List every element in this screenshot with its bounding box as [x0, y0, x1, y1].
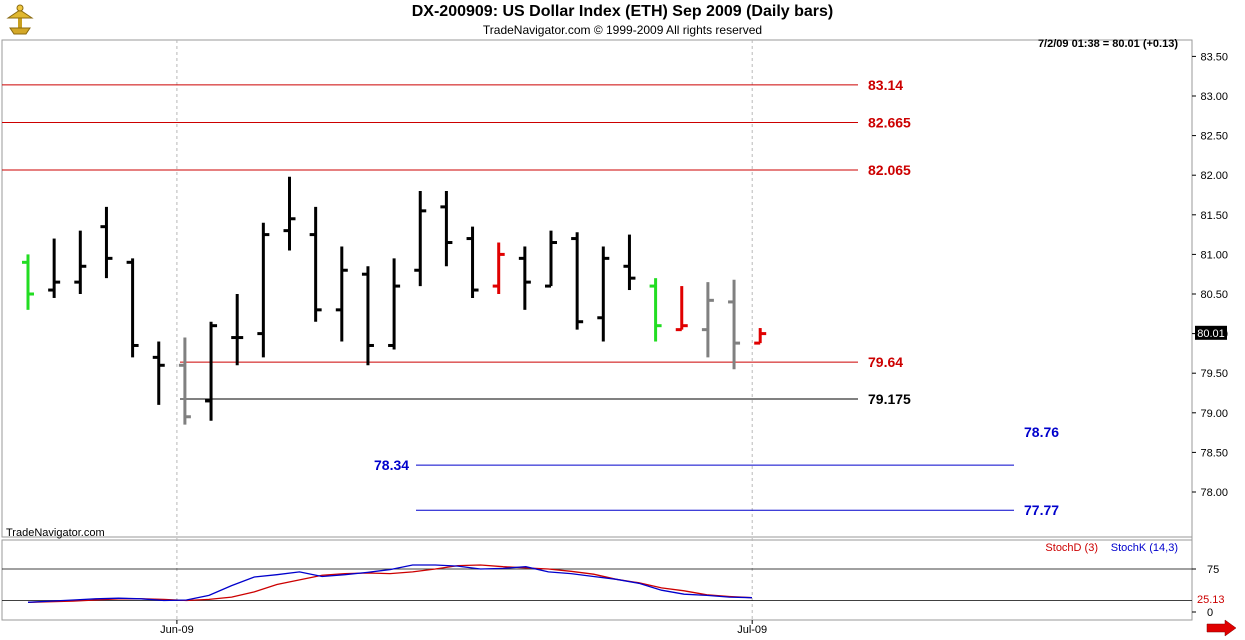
- stoch-series-line-k: [27, 564, 753, 603]
- stoch-tick-label: 0: [1207, 607, 1213, 619]
- level-label: 82.665: [868, 115, 911, 131]
- month-label: Jun-09: [160, 624, 194, 636]
- chart-subtitle: TradeNavigator.com © 1999-2009 All right…: [482, 23, 763, 37]
- price-tick-label: 81.50: [1200, 210, 1228, 222]
- level-label: 78.34: [374, 457, 409, 473]
- last-price-label: 80.01: [1197, 328, 1225, 340]
- price-tick-label: 82.50: [1200, 131, 1228, 143]
- price-tick-label: 80.50: [1200, 289, 1228, 301]
- quote-readout: 7/2/09 01:38 = 80.01 (+0.13): [1038, 38, 1178, 50]
- stochastic-panel: [1, 539, 1193, 621]
- price-tick-label: 82.00: [1200, 170, 1228, 182]
- price-tick-label: 78.50: [1200, 447, 1228, 459]
- stoch-last-value-label: 25.13: [1197, 594, 1225, 606]
- price-tick-label: 83.00: [1200, 91, 1228, 103]
- scroll-right-arrow-icon[interactable]: [1206, 619, 1237, 637]
- legend-stochk: StochK (14,3): [1111, 542, 1178, 554]
- legend-stochd: StochD (3): [1045, 542, 1098, 554]
- chart-title: DX-200909: US Dollar Index (ETH) Sep 200…: [411, 3, 834, 20]
- watermark: TradeNavigator.com: [6, 527, 105, 539]
- level-label: 77.77: [1024, 502, 1059, 518]
- level-label: 83.14: [868, 77, 903, 93]
- level-label: 79.64: [868, 354, 903, 370]
- price-tick-label: 78.00: [1200, 487, 1228, 499]
- trade-navigator-logo-icon: [6, 4, 34, 35]
- stoch-tick-label: 75: [1207, 564, 1219, 576]
- level-label: 79.175: [868, 391, 911, 407]
- price-tick-label: 79.00: [1200, 408, 1228, 420]
- price-tick-label: 83.50: [1200, 51, 1228, 63]
- price-tick-label: 79.50: [1200, 368, 1228, 380]
- level-label: 82.065: [868, 162, 911, 178]
- last-price-tag: [1195, 325, 1227, 340]
- month-label: Jul-09: [737, 624, 767, 636]
- price-panel: [1, 39, 1193, 538]
- level-label: 78.76: [1024, 424, 1059, 440]
- stoch-value-tag: [1195, 592, 1227, 605]
- price-tick-label: 81.00: [1200, 249, 1228, 261]
